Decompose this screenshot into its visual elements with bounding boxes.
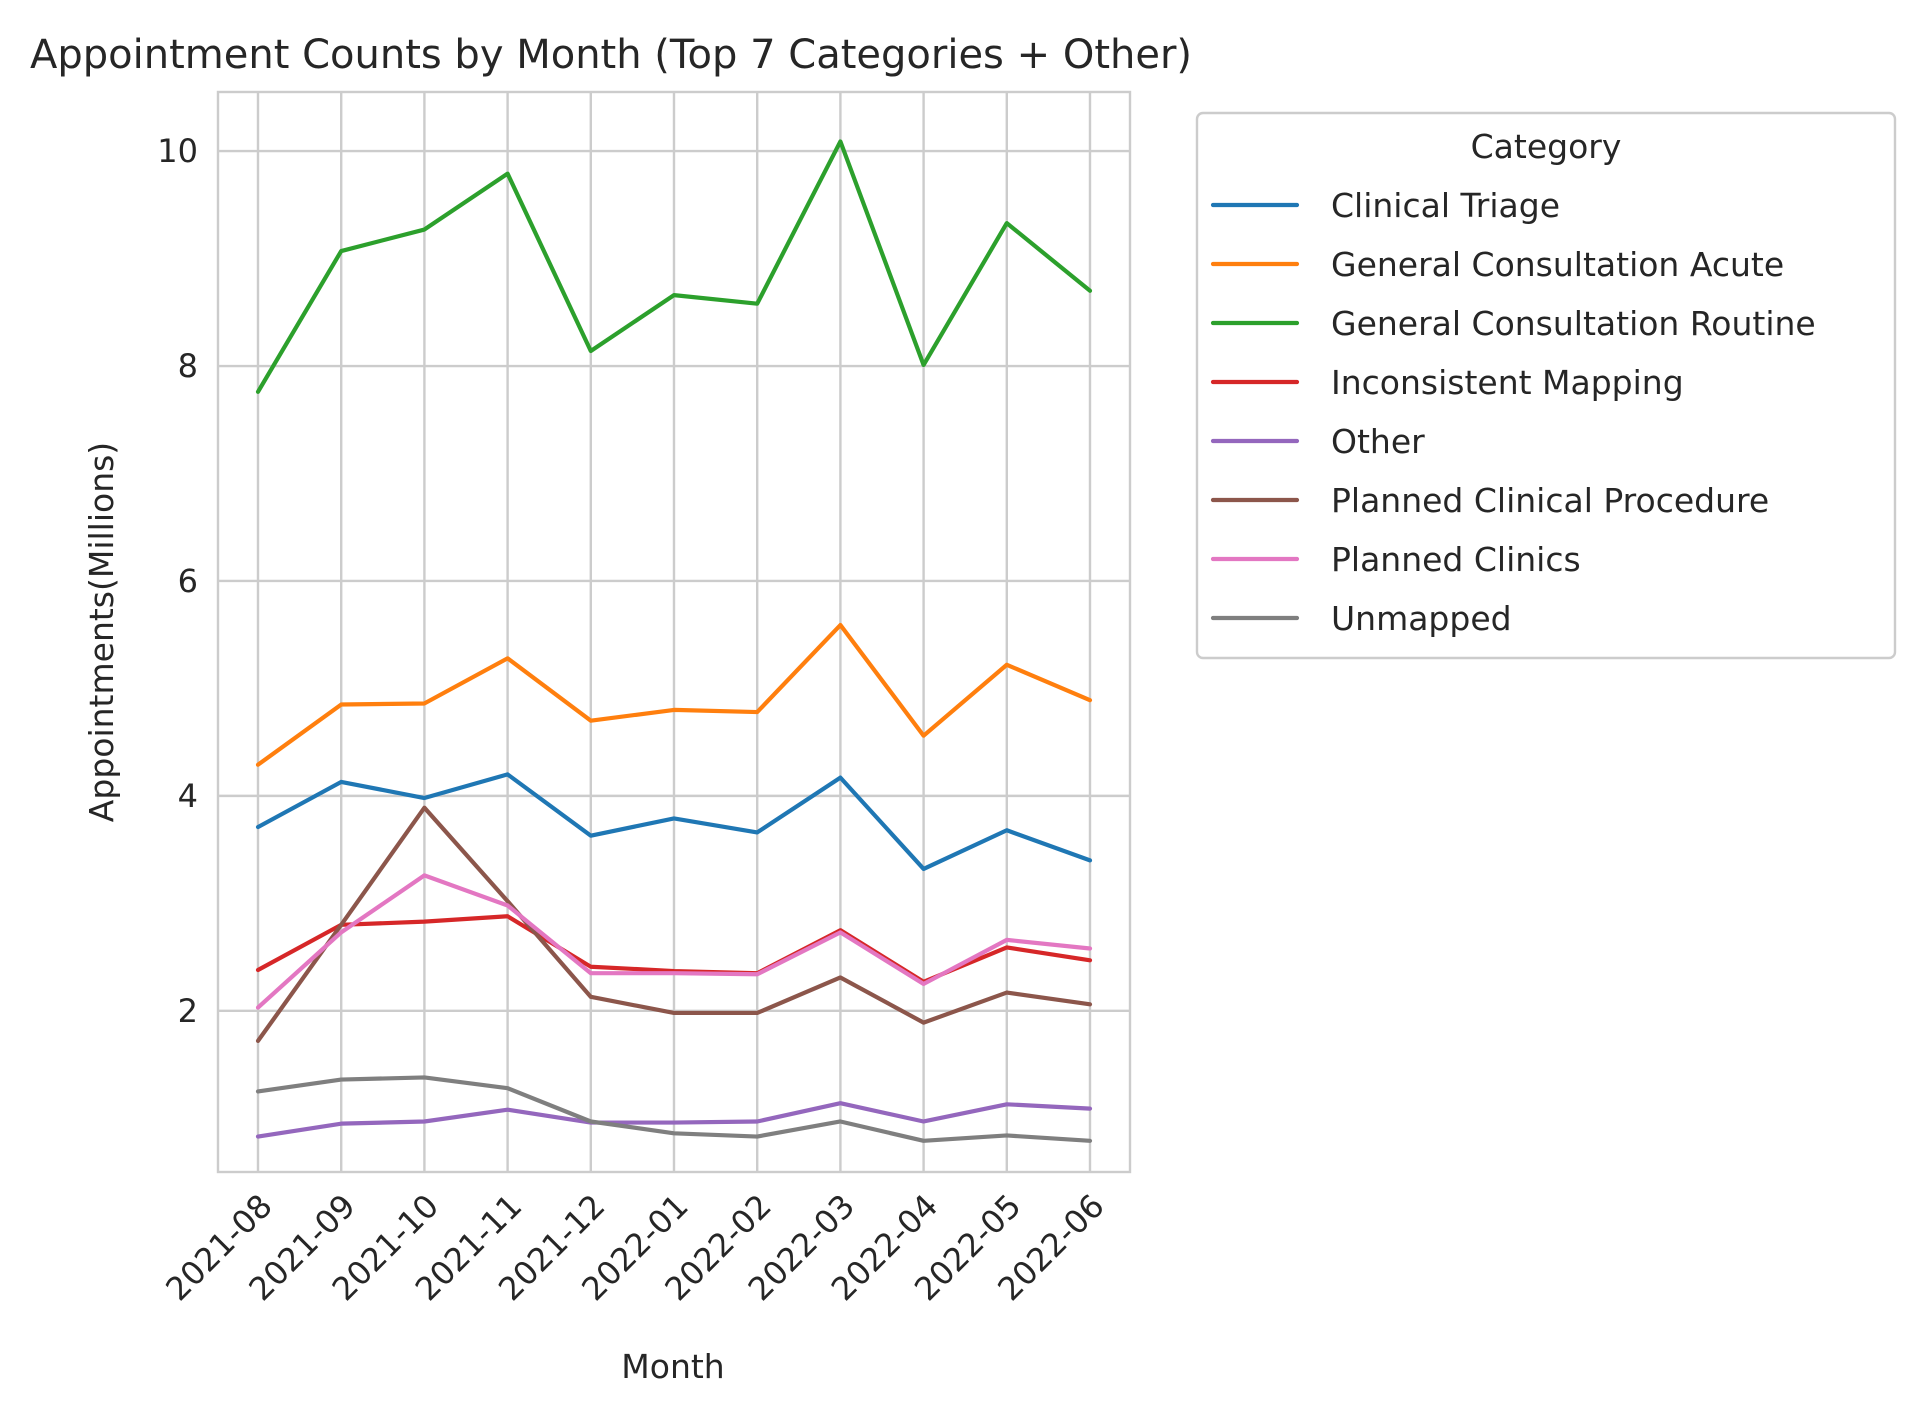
legend-label: General Consultation Routine <box>1331 304 1816 343</box>
series-line-planned-clinics <box>255 873 1093 1010</box>
y-tick-label: 8 <box>178 347 198 385</box>
y-axis-ticks: 2 4 6 8 10 <box>157 132 198 1030</box>
series-line-general-consultation-routine <box>255 139 1093 394</box>
series-line-other <box>255 1101 1093 1139</box>
legend-label: Unmapped <box>1331 599 1512 638</box>
series-line-general-consultation-acute <box>255 622 1093 767</box>
legend-label: General Consultation Acute <box>1331 245 1784 284</box>
legend-label: Planned Clinical Procedure <box>1331 481 1769 520</box>
grid <box>216 90 1132 1174</box>
legend-items: Clinical Triage General Consultation Acut… <box>1210 186 1816 638</box>
x-axis-label: Month <box>621 1347 724 1386</box>
legend-label: Inconsistent Mapping <box>1331 363 1684 402</box>
legend-label: Other <box>1331 422 1425 461</box>
legend-title: Category <box>1471 127 1622 166</box>
series-lines <box>255 139 1093 1143</box>
y-axis-label: Appointments(Millions) <box>82 442 121 822</box>
y-tick-label: 6 <box>178 562 198 600</box>
x-axis-ticks: 2021-082021-092021-102021-112021-122022-… <box>158 1187 1111 1308</box>
legend: Category Clinical Triage General Consulta… <box>1195 111 1897 660</box>
chart-title: Appointment Counts by Month (Top 7 Categ… <box>30 32 1192 78</box>
series-line-planned-clinical-procedure <box>255 805 1093 1043</box>
y-tick-label: 10 <box>157 132 198 170</box>
legend-label: Clinical Triage <box>1331 186 1560 225</box>
y-tick-label: 4 <box>178 777 198 815</box>
legend-label: Planned Clinics <box>1331 540 1581 579</box>
series-line-clinical-triage <box>255 772 1093 872</box>
legend-box <box>1195 111 1897 660</box>
y-tick-label: 2 <box>178 992 198 1030</box>
series-line-unmapped <box>255 1075 1093 1143</box>
